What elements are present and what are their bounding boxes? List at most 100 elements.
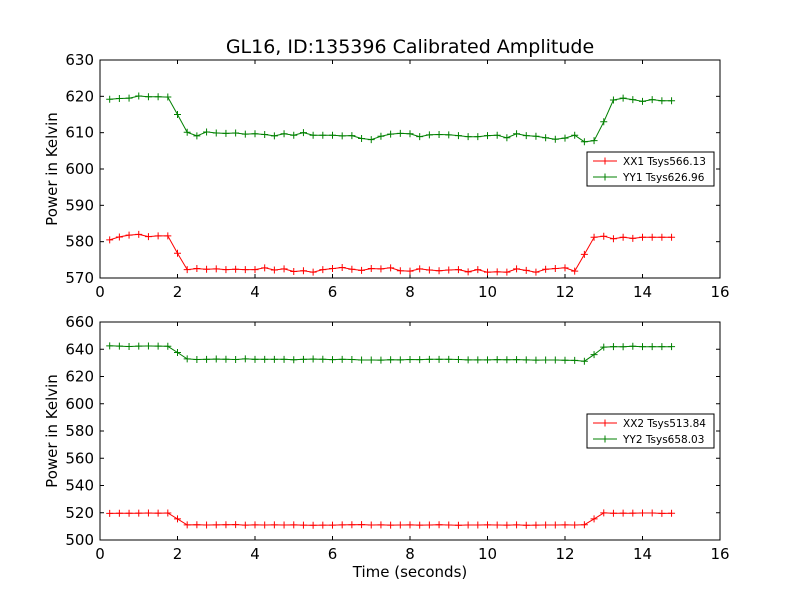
data-point: [309, 131, 317, 139]
data-point: [309, 268, 317, 276]
data-point: [396, 267, 404, 275]
data-point: [600, 343, 608, 351]
x-tick-label: 14: [633, 545, 652, 563]
x-tick-label: 6: [328, 545, 338, 563]
data-point: [115, 342, 123, 350]
data-point: [571, 131, 579, 139]
data-point: [474, 133, 482, 141]
data-point: [125, 509, 133, 517]
data-point: [232, 265, 240, 273]
data-point: [270, 521, 278, 529]
data-point: [406, 267, 414, 275]
x-tick-label: 2: [173, 545, 183, 563]
data-point: [270, 266, 278, 274]
data-point: [183, 355, 191, 363]
data-point: [513, 265, 521, 273]
data-point: [532, 356, 540, 364]
data-point: [532, 521, 540, 529]
data-point: [619, 94, 627, 102]
legend-box: [586, 413, 715, 449]
data-point: [135, 342, 143, 350]
data-point: [261, 355, 269, 363]
data-point: [532, 132, 540, 140]
data-point: [183, 521, 191, 529]
data-point: [629, 234, 637, 242]
data-point: [542, 356, 550, 364]
data-point: [358, 266, 366, 274]
data-point: [551, 135, 559, 143]
data-point: [222, 355, 230, 363]
data-point: [435, 355, 443, 363]
data-point: [474, 266, 482, 274]
data-point: [329, 131, 336, 139]
data-point: [299, 129, 307, 137]
legend-box: [586, 151, 715, 187]
data-point: [396, 521, 404, 529]
y-tick-label: 610: [65, 124, 94, 142]
data-point: [154, 342, 162, 350]
data-point: [174, 249, 181, 257]
data-point: [154, 93, 162, 101]
data-point: [290, 267, 298, 275]
data-point: [445, 355, 453, 363]
data-point: [212, 355, 220, 363]
data-point: [503, 268, 511, 276]
data-point: [270, 132, 278, 140]
data-point: [416, 521, 424, 529]
data-point: [464, 268, 472, 276]
x-tick-label: 6: [328, 283, 338, 301]
x-tick-label: 0: [95, 545, 105, 563]
data-point: [154, 232, 162, 240]
data-point: [319, 266, 327, 274]
data-point: [484, 521, 491, 529]
data-point: [658, 97, 666, 105]
data-point: [454, 266, 462, 274]
data-point: [135, 92, 143, 100]
legend-entry-label: XX1 Tsys566.13: [623, 156, 706, 168]
data-point: [193, 355, 201, 363]
data-point: [580, 250, 588, 258]
data-point: [261, 264, 269, 272]
data-point: [668, 343, 676, 351]
data-point: [551, 265, 559, 273]
legend-marker: [601, 157, 609, 165]
data-point: [609, 96, 617, 104]
data-point: [125, 231, 133, 239]
data-point: [464, 521, 472, 529]
y-tick-label: 520: [65, 504, 94, 522]
x-tick-label: 12: [555, 283, 574, 301]
legend: XX1 Tsys566.13 YY1 Tsys626.96: [586, 151, 715, 187]
data-point: [629, 342, 637, 350]
x-tick-label: 12: [555, 545, 574, 563]
data-point: [115, 233, 123, 241]
data-point: [135, 509, 143, 517]
data-point: [174, 515, 181, 523]
data-point: [406, 521, 414, 529]
data-point: [309, 355, 317, 363]
y-tick-label: 660: [65, 313, 94, 331]
data-point: [522, 356, 530, 364]
data-point: [609, 235, 617, 243]
data-point: [193, 521, 201, 529]
data-point: [203, 128, 211, 136]
data-point: [212, 265, 220, 273]
data-point: [503, 134, 511, 142]
x-tick-label: 10: [478, 545, 497, 563]
data-point: [590, 137, 598, 145]
data-point: [222, 129, 230, 137]
data-point: [348, 521, 356, 529]
data-point: [464, 133, 472, 141]
data-point: [406, 130, 414, 138]
x-tick-label: 8: [405, 545, 415, 563]
data-point: [251, 266, 259, 274]
data-point: [571, 356, 579, 364]
data-point: [329, 356, 336, 364]
x-tick-label: 8: [405, 283, 415, 301]
y-tick-label: 570: [65, 269, 94, 287]
data-point: [639, 509, 646, 517]
data-point: [348, 355, 356, 363]
data-point: [338, 132, 346, 140]
data-point: [629, 96, 637, 104]
data-point: [251, 355, 259, 363]
y-tick-label: 600: [65, 395, 94, 413]
